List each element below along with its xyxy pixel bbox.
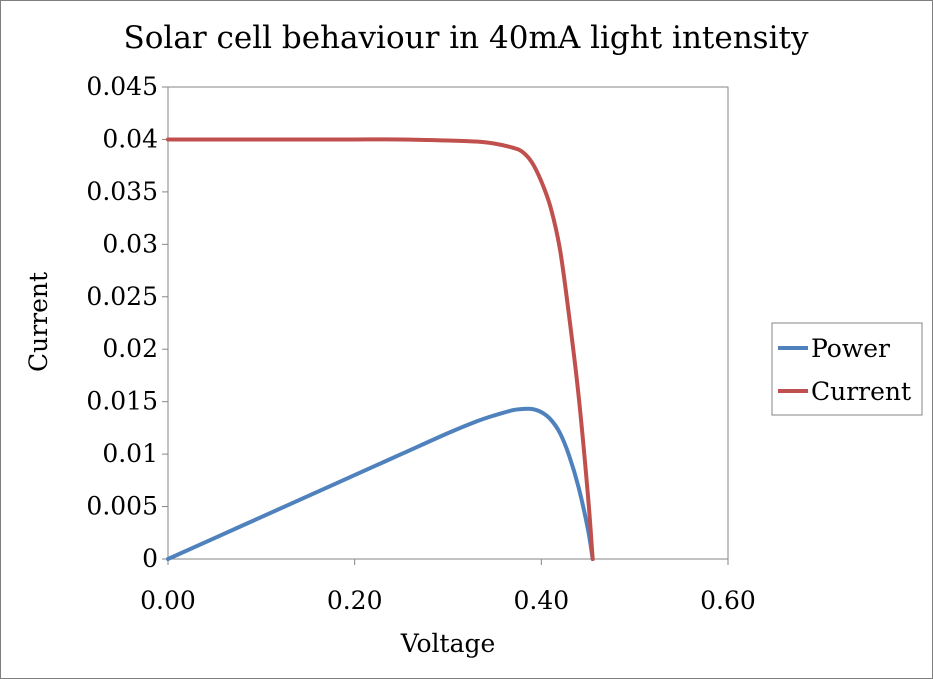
y-axis-ticks: 0 0.005 0.01 0.015 0.02 0.025 0.03 0.035 0.04 0.0… bbox=[86, 72, 168, 573]
legend-label-power: Power bbox=[811, 334, 890, 363]
x-tick-label: 0.40 bbox=[513, 586, 569, 615]
y-tick-label: 0.02 bbox=[102, 334, 158, 363]
y-tick-label: 0.015 bbox=[86, 387, 158, 416]
y-tick-label: 0.025 bbox=[86, 282, 158, 311]
legend: Power Current bbox=[771, 322, 923, 416]
y-tick-label: 0.01 bbox=[102, 439, 158, 468]
y-tick-label: 0.04 bbox=[102, 124, 158, 153]
y-tick-label: 0.005 bbox=[86, 492, 158, 521]
y-tick-label: 0.03 bbox=[102, 229, 158, 258]
y-axis-title: Current bbox=[24, 272, 53, 372]
y-tick-label: 0 bbox=[142, 544, 158, 573]
x-tick-label: 0.20 bbox=[327, 586, 383, 615]
legend-label-current: Current bbox=[811, 377, 911, 406]
x-tick-label: 0.60 bbox=[700, 586, 756, 615]
chart-title: Solar cell behaviour in 40mA light inten… bbox=[124, 20, 809, 56]
series-line-power bbox=[166, 406, 595, 561]
y-tick-label: 0.045 bbox=[86, 72, 158, 101]
plot-area bbox=[167, 86, 729, 560]
y-tick-label: 0.035 bbox=[86, 177, 158, 206]
series-lines bbox=[166, 137, 595, 561]
legend-box bbox=[771, 322, 923, 416]
x-axis-title: Voltage bbox=[400, 629, 496, 658]
x-tick-label: 0.00 bbox=[140, 586, 196, 615]
x-axis-ticks: 0.00 0.20 0.40 0.60 bbox=[140, 559, 756, 615]
series-line-current bbox=[166, 137, 595, 561]
